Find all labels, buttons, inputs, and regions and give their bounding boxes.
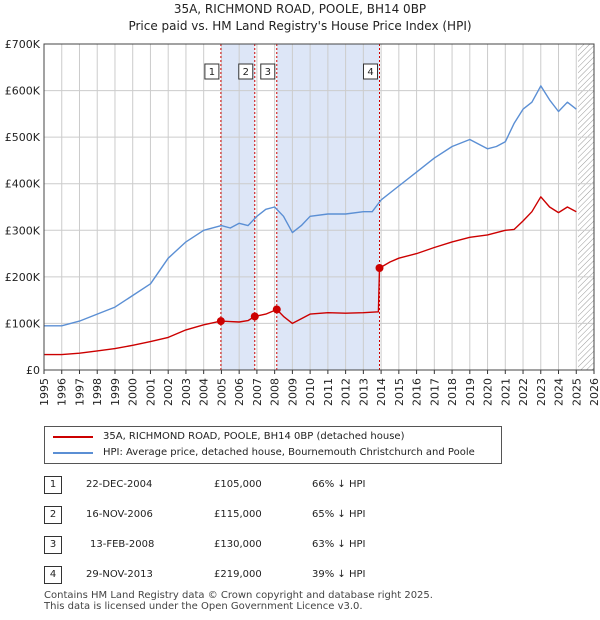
sale-marker-label: 2 <box>243 67 249 78</box>
x-tick-label: 2005 <box>215 378 228 406</box>
plot-border <box>43 43 595 371</box>
x-tick-label: 2000 <box>127 378 140 406</box>
y-tick-label: £600K <box>5 85 41 98</box>
sale-price: £219,000 <box>214 569 262 580</box>
x-tick-label: 1998 <box>91 378 104 406</box>
x-tick-label: 2022 <box>517 378 530 406</box>
sale-marker-box <box>204 63 220 80</box>
x-tick-label: 2010 <box>304 378 317 406</box>
x-tick-label: 2019 <box>464 378 477 406</box>
x-tick-label: 2015 <box>393 378 406 406</box>
series-line-property <box>44 196 577 356</box>
sale-marker-label: 3 <box>265 67 271 78</box>
x-tick-label: 2025 <box>570 378 583 406</box>
sale-hpi-diff: 63% ↓ HPI <box>312 539 366 550</box>
chart-legend: 35A, RICHMOND ROAD, POOLE, BH14 0BP (det… <box>44 426 502 464</box>
sale-number-badge: 3 <box>44 536 62 554</box>
x-tick-label: 2009 <box>286 378 299 406</box>
x-tick-label: 2013 <box>357 378 370 406</box>
y-tick-label: £200K <box>5 271 41 284</box>
sale-marker-label: 1 <box>209 67 215 78</box>
x-tick-label: 2001 <box>144 378 157 406</box>
x-tick-label: 2004 <box>198 378 211 406</box>
sale-price: £105,000 <box>214 479 262 490</box>
legend-item-property: 35A, RICHMOND ROAD, POOLE, BH14 0BP (det… <box>53 431 404 442</box>
sale-date: 29-NOV-2013 <box>86 569 153 580</box>
sale-price: £130,000 <box>214 539 262 550</box>
y-tick-label: £300K <box>5 224 41 237</box>
y-tick-label: £100K <box>5 317 41 330</box>
x-tick-label: 2014 <box>375 378 388 406</box>
sale-number-badge: 4 <box>44 566 62 584</box>
sale-price: £115,000 <box>214 509 262 520</box>
x-tick-label: 2021 <box>499 378 512 406</box>
forecast-hatch <box>578 44 594 370</box>
legend-label-property: 35A, RICHMOND ROAD, POOLE, BH14 0BP (det… <box>103 431 405 442</box>
sale-marker-label: 4 <box>367 67 373 78</box>
sale-number-badge: 2 <box>44 506 62 524</box>
shaded-range <box>220 44 255 370</box>
footer-copyright: Contains HM Land Registry data © Crown c… <box>44 590 433 601</box>
x-tick-label: 2020 <box>482 378 495 406</box>
y-tick-label: £400K <box>5 178 41 191</box>
x-tick-label: 1997 <box>73 378 86 406</box>
sale-marker-box <box>363 63 378 80</box>
sale-point <box>272 305 281 314</box>
x-tick-label: 2023 <box>535 378 548 406</box>
sale-marker-box <box>260 63 276 80</box>
footer-licence: This data is licensed under the Open Gov… <box>44 601 363 612</box>
x-tick-label: 1999 <box>109 378 122 406</box>
x-tick-label: 2007 <box>251 378 264 406</box>
y-tick-label: £700K <box>5 38 41 51</box>
x-tick-label: 2003 <box>180 378 193 406</box>
sale-point <box>216 317 225 326</box>
x-tick-label: 2002 <box>162 378 175 406</box>
sale-date: 16-NOV-2006 <box>86 509 153 520</box>
sale-row: 4 29-NOV-2013 £219,000 39% ↓ HPI <box>44 566 544 584</box>
legend-label-hpi: HPI: Average price, detached house, Bour… <box>103 447 475 458</box>
chart-subtitle: Price paid vs. HM Land Registry's House … <box>128 19 472 33</box>
sale-hpi-diff: 65% ↓ HPI <box>312 509 366 520</box>
x-tick-label: 2012 <box>340 378 353 406</box>
sale-point <box>375 264 384 273</box>
sale-hpi-diff: 39% ↓ HPI <box>312 569 366 580</box>
x-tick-label: 2017 <box>428 378 441 406</box>
legend-swatch-blue <box>53 451 93 454</box>
x-tick-label: 2006 <box>233 378 246 406</box>
series-line-hpi <box>44 85 577 327</box>
sale-marker-box <box>238 63 254 80</box>
y-tick-label: £500K <box>5 131 41 144</box>
sale-row: 1 22-DEC-2004 £105,000 66% ↓ HPI <box>44 476 544 494</box>
sale-row: 2 16-NOV-2006 £115,000 65% ↓ HPI <box>44 506 544 524</box>
x-tick-label: 2008 <box>269 378 282 406</box>
sale-number-badge: 1 <box>44 476 62 494</box>
x-tick-label: 1996 <box>56 378 69 406</box>
sale-date: 13-FEB-2008 <box>90 539 155 550</box>
sale-point <box>250 312 259 321</box>
chart-title-address: 35A, RICHMOND ROAD, POOLE, BH14 0BP <box>173 2 427 16</box>
y-tick-label: £0 <box>26 364 40 377</box>
x-tick-label: 2011 <box>322 378 335 406</box>
sale-hpi-diff: 66% ↓ HPI <box>312 479 366 490</box>
footer-attribution: Contains HM Land Registry data © Crown c… <box>44 590 433 612</box>
x-tick-label: 2026 <box>588 378 600 406</box>
x-tick-label: 2016 <box>411 378 424 406</box>
legend-swatch-red <box>53 435 93 438</box>
legend-item-hpi: HPI: Average price, detached house, Bour… <box>53 447 475 458</box>
sale-row: 3 13-FEB-2008 £130,000 63% ↓ HPI <box>44 536 544 554</box>
x-tick-label: 2018 <box>446 378 459 406</box>
x-tick-label: 1995 <box>38 378 51 406</box>
price-chart: 1 2 3 4 £0 £100K £200K £300K £400K £500K £600K £70… <box>5 38 600 406</box>
x-tick-label: 2024 <box>553 378 566 406</box>
sale-date: 22-DEC-2004 <box>86 479 153 490</box>
